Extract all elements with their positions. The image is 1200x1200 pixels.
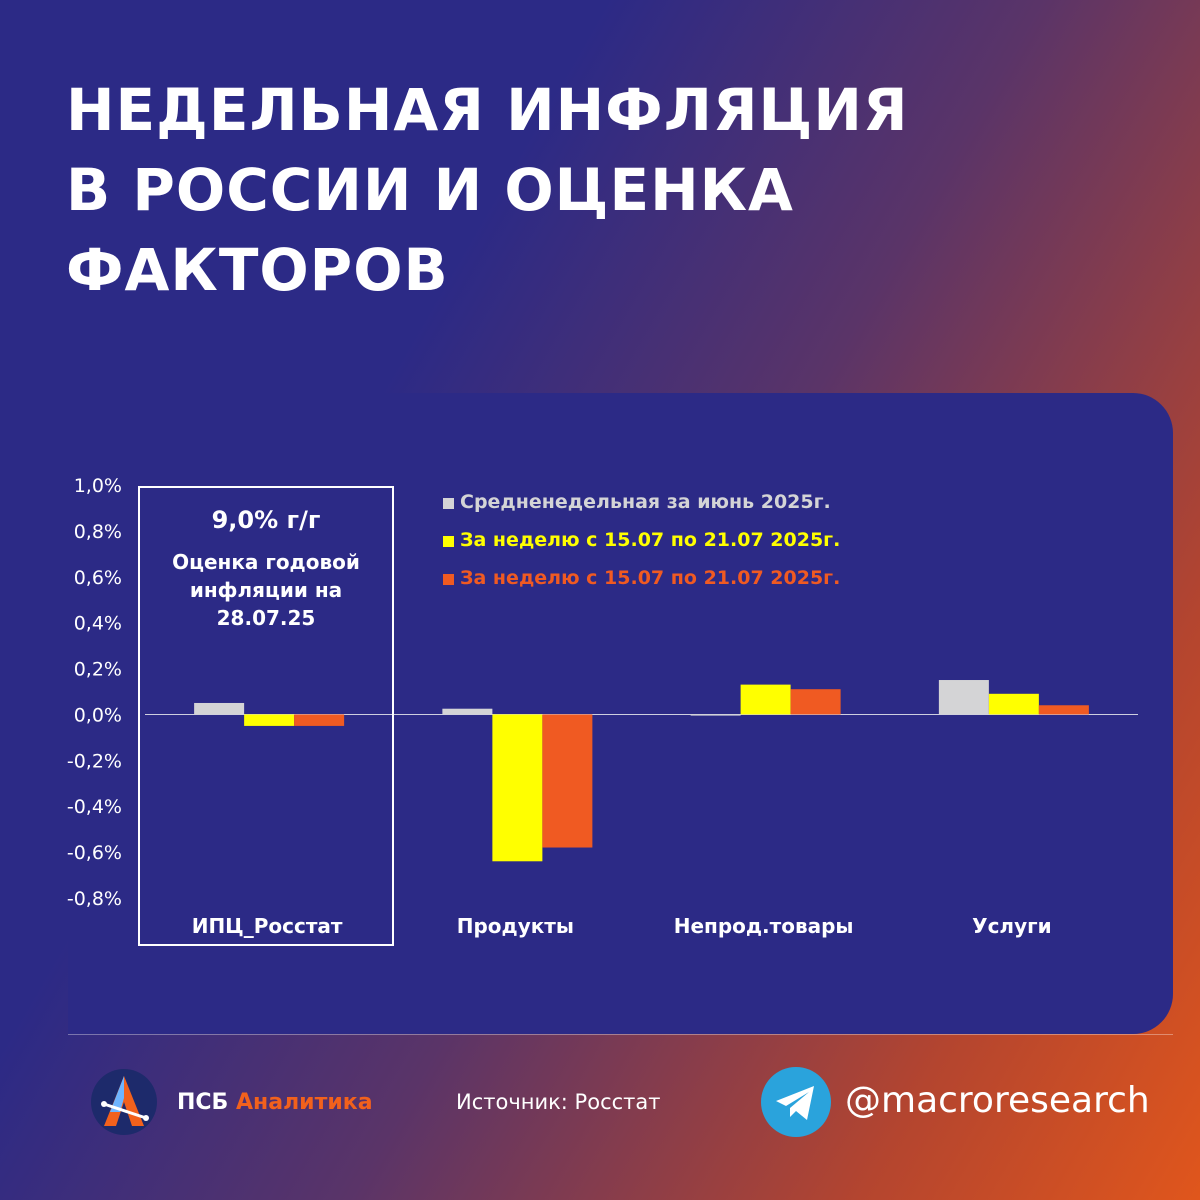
callout-label: Оценка годовой инфляции на 28.07.25 [172,550,360,630]
telegram-icon[interactable] [760,1066,832,1138]
page-title: НЕДЕЛЬНАЯ ИНФЛЯЦИЯ В РОССИИ И ОЦЕНКА ФАК… [66,70,909,310]
bar-series2-4 [988,693,1039,715]
x-category-label: Услуги [972,914,1051,938]
y-tick-label: -0,2% [67,750,122,772]
legend-swatch [443,574,454,585]
bar-series1-1 [194,702,245,715]
title-line-3: ФАКТОРОВ [66,236,449,304]
y-tick-label: 0,2% [74,659,122,681]
legend-label: Средненедельная за июнь 2025г. [460,491,831,513]
brand-main: ПСБ [177,1090,229,1115]
brand-accent: Аналитика [236,1090,373,1115]
x-category-label: Продукты [457,914,574,938]
y-tick-label: -0,8% [67,888,122,910]
legend-label: За неделю с 15.07 по 21.07 2025г. [460,567,840,589]
source-note: Источник: Росстат [456,1090,661,1114]
callout-value: 9,0% г/г [211,506,321,534]
title-line-1: НЕДЕЛЬНАЯ ИНФЛЯЦИЯ [66,76,909,144]
y-tick-label: -0,4% [67,796,122,818]
legend-swatch [443,498,454,509]
telegram-handle[interactable]: @macroresearch [845,1080,1150,1121]
footer-divider [68,1034,1173,1035]
bar-series3-1 [294,714,345,726]
bar-series3-3 [790,689,841,715]
x-category-label: Непрод.товары [674,914,854,938]
y-tick-label: 0,0% [74,704,122,726]
bar-series2-2 [492,714,543,862]
bar-series2-3 [740,684,791,715]
title-line-2: В РОССИИ И ОЦЕНКА [66,156,794,224]
bar-series1-2 [442,708,493,715]
y-tick-label: 0,8% [74,521,122,543]
legend-swatch [443,536,454,547]
bar-series3-4 [1038,705,1089,715]
psb-analytics-logo-icon [91,1069,157,1135]
bar-series1-3 [690,714,741,716]
x-category-label: ИПЦ_Росстат [192,914,343,938]
y-tick-label: -0,6% [67,842,122,864]
brand-name: ПСБ Аналитика [177,1090,373,1115]
legend-label: За неделю с 15.07 по 21.07 2025г. [460,529,840,551]
bar-series3-2 [542,714,593,848]
annual-inflation-callout: 9,0% г/г Оценка годовой инфляции на 28.0… [138,486,394,946]
bar-series2-1 [244,714,295,726]
y-tick-label: 1,0% [74,475,122,497]
y-tick-label: 0,6% [74,567,122,589]
y-tick-label: 0,4% [74,613,122,635]
bar-series1-4 [938,680,989,715]
